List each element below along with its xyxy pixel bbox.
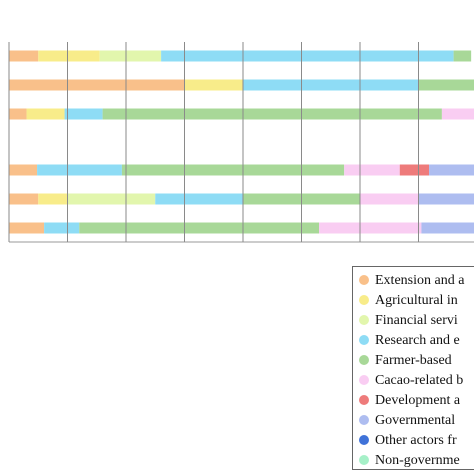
legend-swatch-5 (359, 375, 369, 385)
legend-label: Other actors fr (375, 433, 457, 448)
bar-segment (344, 164, 400, 176)
bar-segment (121, 164, 345, 176)
legend-item: Development a (359, 391, 460, 411)
legend-label: Agricultural in (375, 293, 458, 308)
bar-segment (9, 193, 39, 205)
legend-label: Financial servi (375, 313, 458, 328)
bar-segment (79, 222, 320, 234)
legend-swatch-8 (359, 435, 369, 445)
legend-swatch-1 (359, 295, 369, 305)
bar-segment (421, 222, 474, 234)
legend-swatch-7 (359, 415, 369, 425)
bar-segment (418, 193, 474, 205)
legend-item: Farmer-based (359, 351, 452, 371)
legend-item: Extension and a (359, 271, 464, 291)
legend-label: Governmental (375, 413, 456, 428)
bar-segment (99, 50, 162, 62)
bar-segment (418, 79, 474, 91)
bar-segment (184, 79, 243, 91)
bar-segment (64, 108, 103, 120)
legend-swatch-6 (359, 395, 369, 405)
bar-segment (9, 50, 39, 62)
bar-segment (155, 193, 243, 205)
legend-swatch-2 (359, 315, 369, 325)
legend-item: Non-governme (359, 451, 460, 469)
bar-segment (441, 108, 474, 120)
legend-item: Other actors fr (359, 431, 457, 451)
legend-label: Research and e (375, 333, 460, 348)
legend-item: Governmental (359, 411, 455, 431)
legend-swatch-4 (359, 355, 369, 365)
legend-label: Extension and a (375, 273, 465, 288)
bar-segment (38, 50, 100, 62)
bar-segment (9, 79, 185, 91)
bar-segment (102, 108, 442, 120)
legend-item: Research and e (359, 331, 460, 351)
legend-swatch-9 (359, 455, 369, 465)
legend-label: Farmer-based (375, 353, 452, 368)
legend-item: Cacao-related b (359, 371, 463, 391)
bar-segment (9, 164, 38, 176)
bar-segment (9, 222, 45, 234)
legend: Extension and a Agricultural in Financia… (352, 266, 474, 470)
legend-label: Cacao-related b (375, 373, 464, 388)
bar-segment (429, 164, 474, 176)
legend-item: Agricultural in (359, 291, 458, 311)
bar-segment (67, 193, 156, 205)
bar-segment (360, 193, 419, 205)
bar-segment (26, 108, 65, 120)
legend-swatch-3 (359, 335, 369, 345)
bar-segment (243, 79, 419, 91)
bar-segment (319, 222, 422, 234)
legend-label: Development a (375, 393, 461, 408)
bar-segment (38, 193, 68, 205)
bar-segment (9, 108, 27, 120)
bar-segment (44, 222, 80, 234)
bar-segment (161, 50, 454, 62)
bar-segment (453, 50, 472, 62)
legend-item: Financial servi (359, 311, 458, 331)
legend-label: Non-governme (375, 453, 460, 468)
bar-segment (399, 164, 430, 176)
legend-swatch-0 (359, 275, 369, 285)
bar-segment (37, 164, 122, 176)
